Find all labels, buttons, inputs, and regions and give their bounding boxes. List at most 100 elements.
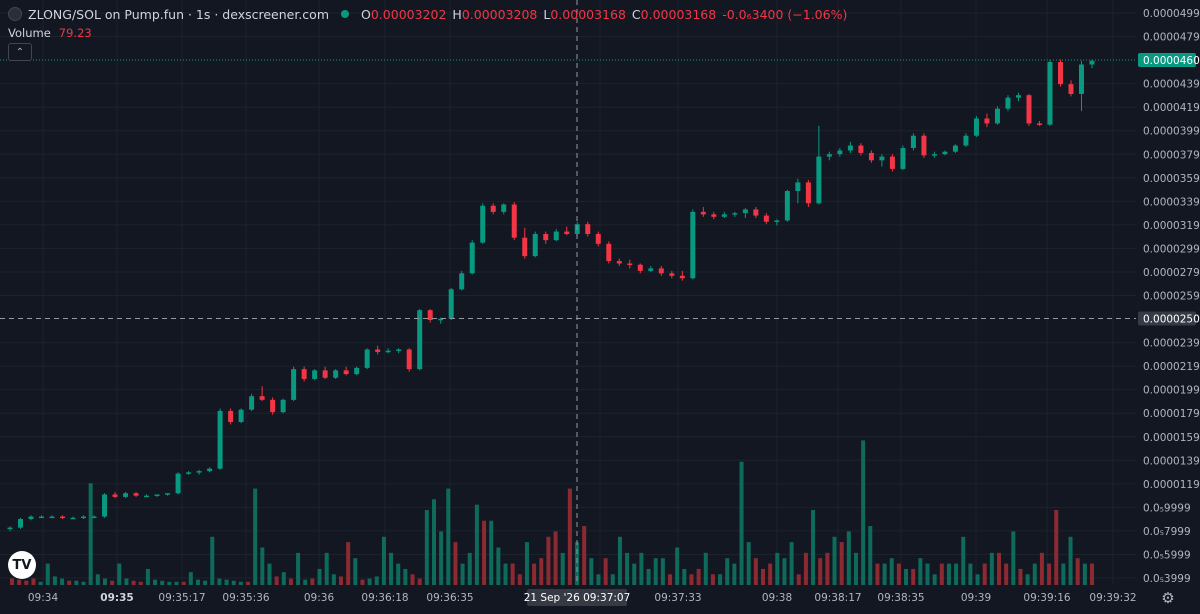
time-tick-label: 09:36 bbox=[304, 592, 335, 604]
time-tick-label: 09:39:16 bbox=[1023, 592, 1070, 604]
volume-bar bbox=[45, 563, 50, 585]
candle-body bbox=[123, 493, 129, 497]
volume-bar bbox=[1082, 563, 1087, 585]
price-tick-label: 0.00001399 bbox=[1143, 455, 1200, 467]
volume-bar bbox=[160, 580, 165, 585]
volume-bar bbox=[782, 558, 787, 585]
candle-body bbox=[511, 204, 517, 238]
volume-bar bbox=[153, 579, 158, 585]
volume-bar bbox=[567, 488, 572, 585]
candle-body bbox=[459, 273, 465, 290]
volume-bar bbox=[489, 520, 494, 585]
candle-body bbox=[690, 211, 696, 279]
volume-bar bbox=[381, 536, 386, 585]
candle-body bbox=[543, 234, 549, 241]
candle-body bbox=[112, 494, 118, 497]
crosshair-time-badge bbox=[527, 589, 627, 606]
candle-body bbox=[501, 204, 507, 212]
volume-bar bbox=[954, 563, 959, 585]
volume-bar bbox=[238, 581, 243, 585]
price-tick-label: 0.0₅7999 bbox=[1143, 526, 1191, 538]
volume-bar bbox=[689, 574, 694, 585]
volume-bar bbox=[339, 576, 344, 585]
candle-body bbox=[39, 516, 45, 519]
collapse-button[interactable]: ⌃ bbox=[8, 43, 32, 61]
volume-bar bbox=[639, 552, 644, 585]
volume-bar bbox=[617, 536, 622, 585]
price-tick-label: 0.00002999 bbox=[1143, 243, 1200, 255]
volume-bar bbox=[431, 499, 436, 585]
candle-body bbox=[291, 369, 297, 400]
volume-bar bbox=[610, 574, 615, 585]
candle-body bbox=[238, 409, 244, 422]
volume-bar bbox=[503, 563, 508, 585]
volume-bar bbox=[131, 580, 136, 585]
volume-bar bbox=[532, 563, 537, 585]
time-tick-label: 09:35:17 bbox=[158, 592, 205, 604]
candle-body bbox=[742, 209, 748, 214]
candle-body bbox=[648, 268, 654, 271]
volume-bar bbox=[224, 579, 229, 585]
candle-body bbox=[333, 370, 339, 378]
volume-bar bbox=[353, 558, 358, 585]
time-tick-label: 09:39:32 bbox=[1089, 592, 1136, 604]
volume-bar bbox=[253, 488, 258, 585]
volume-bar bbox=[925, 563, 930, 585]
time-tick-label: 09:37:33 bbox=[654, 592, 701, 604]
volume-bar bbox=[1018, 568, 1023, 585]
volume-bar bbox=[982, 563, 987, 585]
time-tick-label: 09:35:36 bbox=[222, 592, 269, 604]
volume-bar bbox=[811, 510, 816, 585]
candle-body bbox=[1026, 95, 1032, 124]
candle-body bbox=[837, 150, 843, 155]
volume-bar bbox=[710, 574, 715, 585]
price-tick-label: 0.00003199 bbox=[1143, 220, 1200, 232]
volume-bar bbox=[317, 568, 322, 585]
tradingview-logo-icon[interactable]: TV bbox=[8, 551, 36, 579]
price-tick-label: 0.00001599 bbox=[1143, 432, 1200, 444]
volume-bar bbox=[24, 580, 29, 585]
candle-body bbox=[28, 516, 34, 520]
candle-body bbox=[427, 310, 433, 321]
candle-body bbox=[438, 318, 444, 321]
candle-body bbox=[280, 399, 286, 413]
candle-body bbox=[1089, 60, 1095, 65]
candle-body bbox=[375, 349, 381, 352]
volume-bar bbox=[517, 574, 522, 585]
volume-bar bbox=[997, 552, 1002, 585]
volume-bar bbox=[1011, 531, 1016, 585]
gear-icon[interactable]: ⚙ bbox=[1161, 589, 1175, 607]
candle-body bbox=[1015, 95, 1021, 98]
volume-bar bbox=[1054, 510, 1059, 585]
close-value: 0.00003168 bbox=[640, 6, 717, 22]
candle-body bbox=[774, 220, 780, 222]
candle-body bbox=[207, 468, 213, 472]
price-tick-label: 0.00001199 bbox=[1143, 479, 1200, 491]
candle-body bbox=[343, 370, 349, 375]
volume-bar bbox=[396, 563, 401, 585]
open-value: 0.00003202 bbox=[370, 6, 447, 22]
volume-label: Volume bbox=[8, 26, 51, 40]
volume-bar bbox=[95, 574, 100, 585]
candle-body bbox=[70, 517, 76, 520]
volume-bar bbox=[546, 536, 551, 585]
volume-bar bbox=[746, 542, 751, 585]
price-tick-label: 0.00004399 bbox=[1143, 79, 1200, 91]
volume-bar bbox=[524, 542, 529, 585]
volume-bar bbox=[60, 578, 65, 585]
volume-bar bbox=[389, 552, 394, 585]
candle-body bbox=[952, 145, 958, 152]
last-price-badge bbox=[1138, 53, 1196, 67]
time-tick-label: 09:38:17 bbox=[814, 592, 861, 604]
price-tick-label: 0.00004799 bbox=[1143, 32, 1200, 44]
candle-body bbox=[1057, 62, 1063, 85]
candle-body bbox=[354, 367, 360, 375]
crosshair-time-label: 21 Sep '26 09:37:07 bbox=[524, 592, 631, 604]
volume-bar bbox=[796, 574, 801, 585]
candle-body bbox=[910, 135, 916, 149]
volume-bar bbox=[560, 552, 565, 585]
volume-bar bbox=[274, 576, 279, 585]
candle-body bbox=[18, 519, 24, 528]
volume-bar bbox=[718, 574, 723, 585]
